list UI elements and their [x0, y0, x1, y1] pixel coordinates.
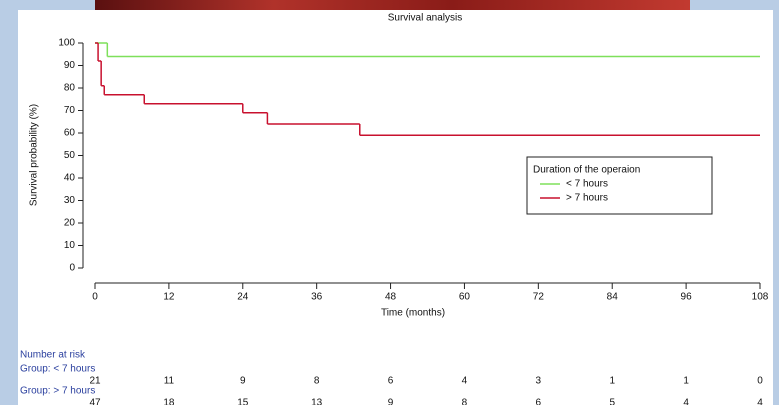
risk-group-label: Group: < 7 hours: [20, 364, 95, 375]
x-tick-label: 96: [681, 292, 693, 303]
x-tick-label: 24: [237, 292, 249, 303]
risk-table-title: Number at risk: [20, 350, 86, 361]
y-tick-label: 80: [64, 83, 76, 94]
x-tick-label: 36: [311, 292, 323, 303]
y-tick-label: 0: [69, 263, 75, 274]
y-tick-label: 100: [58, 38, 75, 49]
y-axis-label: Survival probability (%): [29, 104, 40, 206]
y-tick-label: 30: [64, 195, 76, 206]
risk-count: 4: [757, 398, 763, 405]
y-tick-label: 60: [64, 128, 76, 139]
risk-count: 9: [388, 398, 394, 405]
x-axis-label: Time (months): [381, 308, 445, 319]
risk-count: 4: [683, 398, 689, 405]
risk-count: 1: [683, 376, 689, 387]
y-tick-label: 10: [64, 240, 76, 251]
risk-count: 6: [388, 376, 394, 387]
legend-label: < 7 hours: [566, 179, 608, 190]
risk-count: 1: [609, 376, 615, 387]
chart-title: Survival analysis: [388, 13, 462, 24]
y-tick-label: 70: [64, 105, 76, 116]
legend-label: > 7 hours: [566, 193, 608, 204]
risk-count: 15: [237, 398, 249, 405]
risk-count: 18: [163, 398, 175, 405]
x-tick-label: 0: [92, 292, 98, 303]
x-tick-label: 48: [385, 292, 397, 303]
risk-count: 13: [311, 398, 323, 405]
risk-count: 8: [462, 398, 468, 405]
legend-title: Duration of the operaion: [533, 165, 640, 176]
risk-count: 47: [89, 398, 101, 405]
risk-count: 0: [757, 376, 763, 387]
risk-count: 5: [609, 398, 615, 405]
risk-count: 8: [314, 376, 320, 387]
y-tick-label: 90: [64, 60, 76, 71]
x-tick-label: 60: [459, 292, 471, 303]
x-tick-label: 12: [163, 292, 175, 303]
y-tick-label: 20: [64, 218, 76, 229]
risk-count: 3: [536, 376, 542, 387]
x-tick-label: 108: [752, 292, 769, 303]
y-tick-label: 50: [64, 150, 76, 161]
risk-group-label: Group: > 7 hours: [20, 386, 95, 397]
x-tick-label: 84: [607, 292, 619, 303]
x-tick-label: 72: [533, 292, 545, 303]
legend: Duration of the operaion: [527, 157, 712, 214]
risk-count: 4: [462, 376, 468, 387]
risk-count: 6: [536, 398, 542, 405]
risk-count: 11: [164, 376, 175, 387]
y-tick-label: 40: [64, 173, 76, 184]
risk-count: 9: [240, 376, 246, 387]
screenshot: Survival analysis Time (months) Survival…: [0, 0, 779, 405]
